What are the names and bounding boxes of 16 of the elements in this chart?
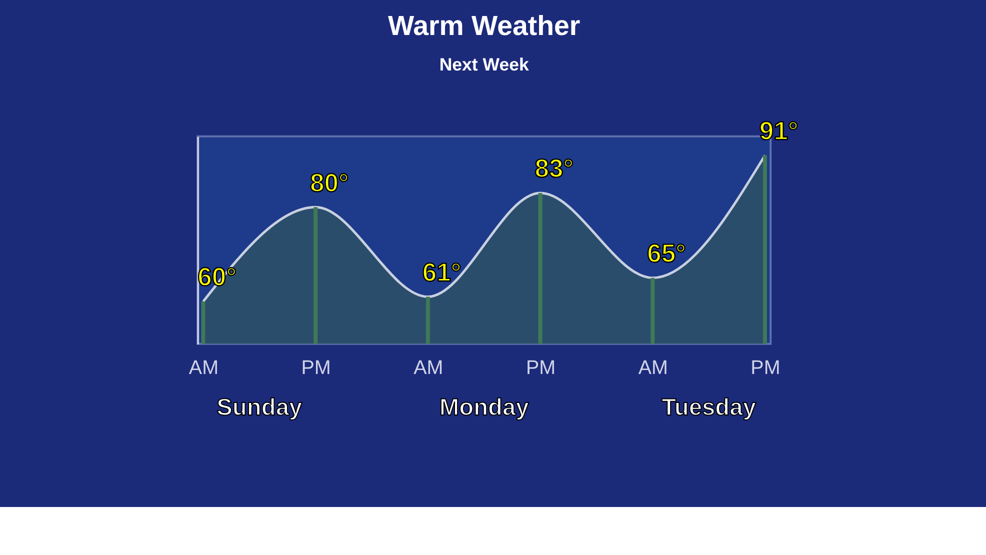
data-label: 80° — [310, 169, 349, 198]
x-tick-label: PM — [301, 357, 331, 380]
x-tick-label: PM — [750, 357, 780, 380]
text: Tuesday — [662, 395, 757, 422]
chart-title: Warm Weather — [388, 10, 580, 41]
x-tick-label: AM — [414, 357, 444, 380]
data-label: 65° — [647, 240, 686, 268]
x-tick-label: AM — [638, 357, 668, 380]
chart-subtitle: Next Week — [439, 54, 529, 74]
x-tick-label: PM — [526, 357, 556, 380]
data-label: 61° — [422, 258, 462, 287]
data-label: 83° — [534, 155, 574, 184]
text: Monday — [439, 395, 530, 422]
data-label: 91° — [759, 117, 798, 146]
text: Sunday — [216, 395, 304, 422]
x-tick-label: AM — [188, 357, 219, 380]
